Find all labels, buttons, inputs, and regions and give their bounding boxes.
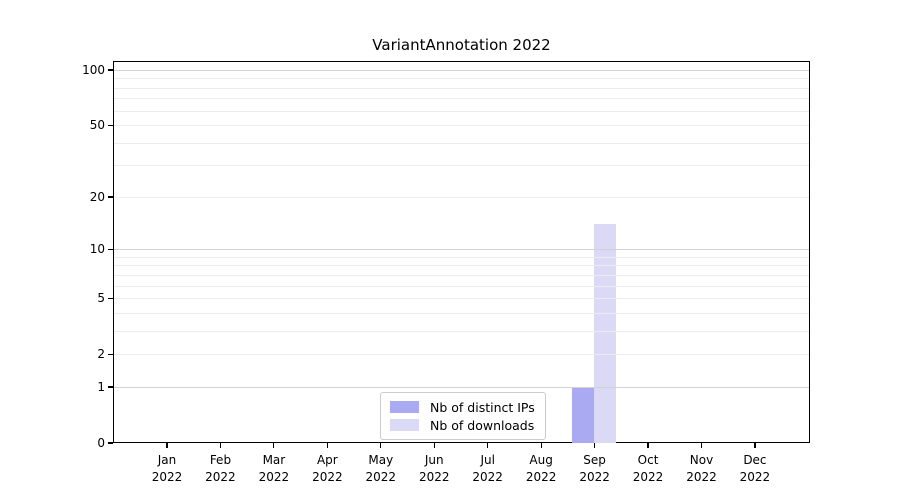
y-tick-mark-2: [108, 353, 113, 355]
x-tick-label-year: 2022: [525, 470, 557, 484]
y-tick-label-50: 50: [89, 118, 105, 133]
legend-item-downloads: Nb of downloads: [390, 416, 535, 434]
x-tick-mark-may: [380, 443, 382, 448]
x-tick-label-may: May 2022: [351, 452, 411, 486]
gridline-minor-30: [114, 165, 809, 167]
y-tick-label-20: 20: [89, 189, 105, 204]
gridline-minor-20: [114, 196, 809, 198]
x-tick-label-oct: Oct 2022: [618, 452, 678, 486]
y-tick-label-10: 10: [89, 242, 105, 257]
legend-label: Nb of downloads: [430, 417, 535, 433]
x-tick-label-apr: Apr 2022: [297, 452, 357, 486]
y-tick-mark-100: [108, 69, 113, 71]
legend-label: Nb of distinct IPs: [430, 399, 535, 415]
y-tick-mark-50: [108, 124, 113, 126]
bar-downloads-sep: [594, 223, 617, 443]
y-tick-label-0: 0: [97, 436, 105, 450]
y-tick-label-2: 2: [97, 347, 105, 362]
y-tick-mark-0: [108, 442, 113, 444]
x-tick-label-year: 2022: [312, 470, 343, 484]
x-tick-label-year: 2022: [686, 470, 717, 484]
y-tick-mark-5: [108, 297, 113, 299]
x-tick-label-month: Nov: [689, 453, 714, 467]
x-tick-label-jan: Jan 2022: [137, 452, 197, 486]
gridline-minor-3: [114, 330, 809, 332]
gridline-minor-4: [114, 312, 809, 314]
gridline-minor-40: [114, 142, 809, 144]
x-tick-label-dec: Dec 2022: [725, 452, 785, 486]
x-tick-mark-jun: [433, 443, 435, 448]
x-tick-label-month: Dec: [743, 453, 767, 467]
x-tick-label-nov: Nov 2022: [672, 452, 732, 486]
gridline-minor-80: [114, 87, 809, 89]
y-tick-mark-1: [108, 386, 113, 388]
gridline-major-10: [114, 249, 809, 251]
gridline-minor-50: [114, 125, 809, 127]
x-tick-label-year: 2022: [365, 470, 397, 484]
x-tick-label-year: 2022: [258, 470, 290, 484]
x-tick-label-month: Oct: [637, 453, 659, 467]
x-tick-label-year: 2022: [205, 470, 236, 484]
legend: Nb of distinct IPs Nb of downloads: [380, 392, 546, 440]
gridline-minor-70: [114, 98, 809, 100]
x-tick-label-month: May: [368, 453, 394, 467]
gridline-minor-90: [114, 78, 809, 80]
y-tick-label-100: 100: [82, 63, 105, 78]
gridline-minor-9: [114, 256, 809, 258]
x-tick-mark-jan: [166, 443, 168, 448]
gridline-major-1: [114, 386, 809, 388]
x-tick-label-sep: Sep 2022: [565, 452, 625, 486]
x-tick-mark-dec: [754, 443, 756, 448]
x-tick-label-year: 2022: [739, 470, 771, 484]
x-tick-label-month: Aug: [529, 453, 553, 467]
x-tick-label-year: 2022: [418, 470, 450, 484]
x-tick-mark-aug: [540, 443, 542, 448]
x-tick-mark-nov: [700, 443, 703, 448]
x-tick-label-month: Sep: [583, 453, 606, 467]
x-tick-mark-oct: [647, 443, 649, 448]
legend-swatch-downloads: [390, 419, 419, 431]
gridline-minor-2: [114, 354, 809, 356]
x-tick-label-month: Jul: [480, 453, 495, 467]
x-tick-label-mar: Mar 2022: [244, 452, 304, 486]
gridline-minor-6: [114, 285, 809, 287]
x-tick-label-jun: Jun 2022: [404, 452, 464, 486]
x-tick-label-aug: Aug 2022: [511, 452, 571, 486]
gridline-minor-7: [114, 274, 809, 276]
y-tick-label-1: 1: [97, 379, 105, 394]
gridline-major-100: [114, 69, 809, 71]
x-tick-label-month: Jan: [157, 453, 177, 467]
x-tick-label-month: Jun: [424, 453, 444, 467]
gridline-minor-8: [114, 265, 809, 267]
gridline-minor-5: [114, 298, 809, 299]
chart-title: VariantAnnotation 2022: [372, 36, 551, 54]
x-tick-label-year: 2022: [579, 470, 610, 484]
x-tick-label-month: Feb: [209, 453, 232, 467]
y-tick-mark-20: [108, 196, 113, 198]
y-tick-mark-10: [108, 248, 113, 250]
x-tick-mark-mar: [273, 443, 275, 448]
x-tick-label-month: Apr: [316, 453, 338, 467]
legend-item-distinct-ips: Nb of distinct IPs: [390, 398, 535, 416]
y-tick-label-5: 5: [97, 291, 105, 306]
legend-swatch-distinct-ips: [390, 401, 419, 413]
x-tick-label-feb: Feb 2022: [190, 452, 250, 486]
x-tick-label-year: 2022: [472, 470, 503, 484]
x-tick-label-month: Mar: [262, 453, 286, 467]
bar-distinct-ips-sep: [572, 386, 595, 443]
x-tick-label-year: 2022: [151, 470, 183, 484]
x-tick-mark-apr: [326, 443, 328, 448]
x-tick-mark-feb: [219, 443, 222, 448]
x-tick-label-year: 2022: [632, 470, 664, 484]
gridline-minor-60: [114, 110, 809, 112]
plot-area: [113, 61, 810, 443]
x-tick-mark-sep: [594, 443, 596, 448]
x-tick-label-jul: Jul 2022: [458, 452, 518, 486]
x-tick-mark-jul: [487, 443, 489, 448]
